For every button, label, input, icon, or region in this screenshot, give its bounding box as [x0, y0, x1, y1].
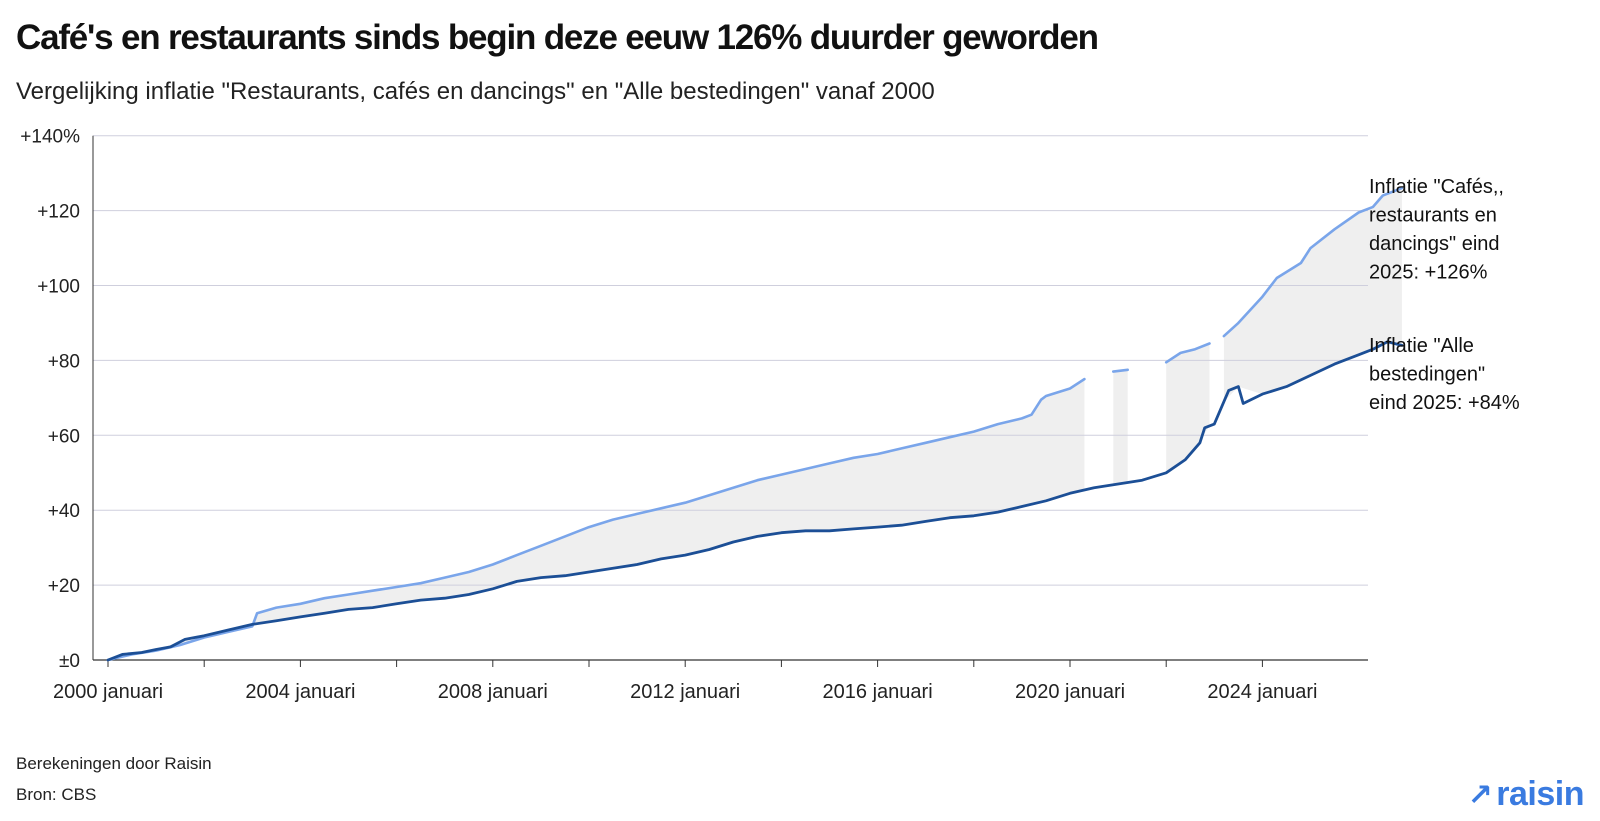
- footer-credit: Berekeningen door Raisin: [16, 754, 212, 773]
- series-label-alle-bestedingen: Inflatie "Alle bestedingen" eind 2025: +84…: [1369, 335, 1520, 414]
- y-tick-label: +20: [48, 576, 80, 597]
- gap-area-2: [1166, 343, 1210, 473]
- series-line-restaurants: [1112, 368, 1129, 373]
- series-label-restaurants: Inflatie "Cafés,, restaurants en dancings"…: [1369, 176, 1504, 284]
- series-line-alle-bestedingen: [106, 340, 1404, 662]
- footer-source: Bron: CBS: [16, 785, 97, 804]
- x-tick-label: 2020 januari: [1015, 681, 1125, 703]
- arrow-icon: ↗: [1467, 779, 1493, 812]
- y-tick-label: +100: [37, 277, 80, 298]
- y-tick-label: +80: [48, 351, 80, 372]
- x-tick-label: 2008 januari: [438, 681, 548, 703]
- gap-area-0: [108, 379, 1085, 660]
- gap-area-1: [1113, 369, 1128, 485]
- chart-subtitle: Vergelijking inflatie "Restaurants, café…: [16, 78, 935, 105]
- y-tick-label: +60: [48, 426, 80, 447]
- x-tick-label: 2012 januari: [630, 681, 740, 703]
- gap-area-3: [1223, 188, 1402, 402]
- series-line-restaurants: [1222, 186, 1404, 338]
- raisin-logo: ↗ raisin: [1467, 775, 1585, 814]
- y-tick-label: +140%: [20, 127, 80, 148]
- logo-text: raisin: [1496, 775, 1584, 813]
- x-tick-label: 2024 januari: [1207, 681, 1317, 703]
- series-line-restaurants: [106, 377, 1086, 662]
- x-tick-label: 2016 januari: [823, 681, 933, 703]
- series-line-restaurants: [1164, 342, 1211, 364]
- x-tick-label: 2004 januari: [245, 681, 355, 703]
- y-tick-label: +40: [48, 501, 80, 522]
- x-tick-label: 2000 januari: [53, 681, 163, 703]
- chart-title: Café's en restaurants sinds begin deze e…: [16, 18, 1099, 57]
- y-tick-label: ±0: [59, 651, 80, 672]
- y-tick-label: +120: [37, 202, 80, 223]
